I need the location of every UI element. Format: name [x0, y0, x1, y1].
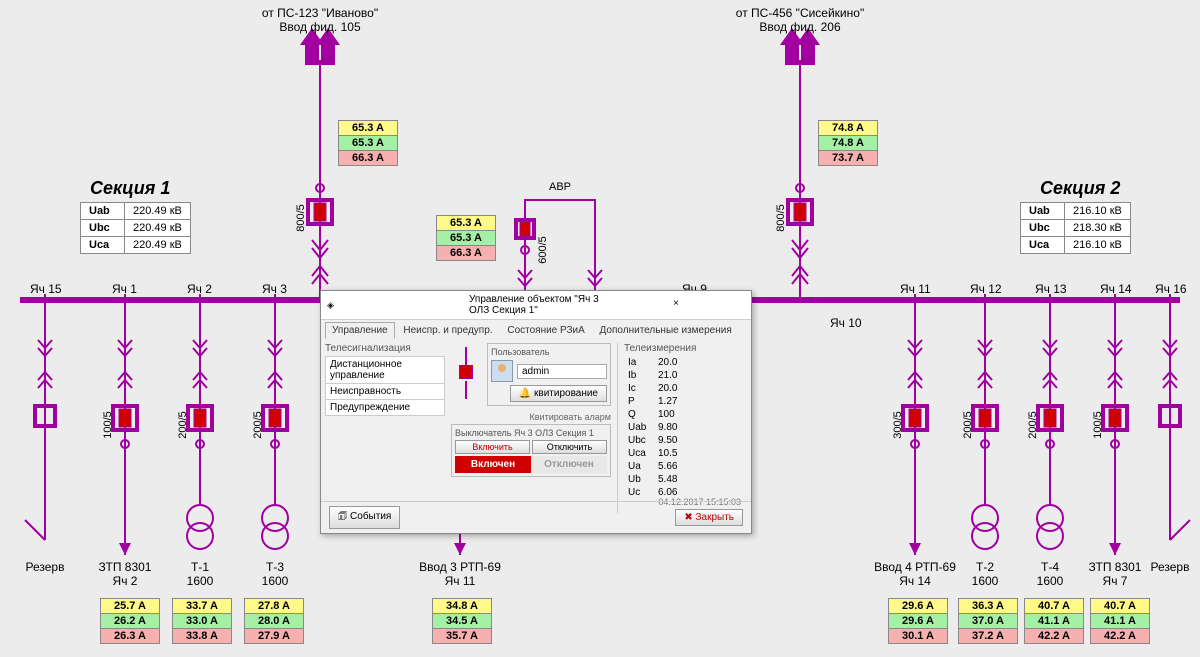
status-off: Отключен: [531, 456, 607, 473]
switch-off-button[interactable]: Отключить: [532, 440, 607, 454]
cell-11: 300/5: [892, 300, 927, 555]
svg-text:200/5: 200/5: [962, 411, 974, 439]
tm-panel: Телеизмерения Ia20.0Ib21.0Ic20.0P1.27Q10…: [617, 343, 747, 513]
user-avatar-icon: [491, 360, 513, 382]
cell3-bottom: Т-31600: [250, 560, 300, 588]
cell2-meas: 33.7 A33.0 A33.8 A: [172, 598, 232, 644]
cell-15: [25, 300, 55, 540]
ts-group-label: Телесигнализация: [325, 343, 445, 354]
section2-voltage-table: Uab216.10 кВUbc218.30 кВUca216.10 кВ: [1020, 202, 1131, 254]
cell2-label: Яч 2: [187, 282, 212, 296]
section1-title: Секция 1: [90, 178, 170, 199]
cell13-meas: 40.7 A41.1 A42.2 A: [1024, 598, 1084, 644]
breaker-symbol: [451, 347, 481, 401]
cell16-bottom: Резерв: [1145, 560, 1195, 574]
avr-meas: 65.3 A65.3 A66.3 A: [436, 215, 496, 261]
cell1-meas: 25.7 A26.2 A26.3 A: [100, 598, 160, 644]
dialog-tabs: Управление Неиспр. и предупр. Состояние …: [321, 320, 751, 339]
ct-ratio: 800/5: [295, 204, 307, 232]
tm-group-label: Телеизмерения: [624, 343, 747, 354]
cell-1: 100/5: [102, 300, 137, 555]
section1-voltage-table: Uab220.49 кВUbc220.49 кВUca220.49 кВ: [80, 202, 191, 254]
svg-text:200/5: 200/5: [177, 411, 189, 439]
incomer1-label: от ПС-123 "Иваново"Ввод фид. 105: [240, 6, 400, 34]
cell-12: 200/5: [962, 300, 998, 549]
ts-row-fault[interactable]: Неисправность: [325, 383, 445, 400]
ts-row-remote[interactable]: Дистанционное управление: [325, 356, 445, 384]
cell14-bottom: ЗТП 8301Яч 7: [1085, 560, 1145, 588]
vvod3-bottom: Ввод 3 РТП-69Яч 11: [410, 560, 510, 588]
user-name: admin: [517, 364, 607, 379]
user-label: Пользователь: [491, 347, 549, 357]
control-panel: Пользователь admin 🔔 квитирование Квитир…: [451, 343, 611, 513]
vvod3-meas: 34.8 A34.5 A35.7 A: [432, 598, 492, 644]
cell-13: 200/5: [1027, 300, 1063, 549]
svg-text:200/5: 200/5: [252, 411, 264, 439]
scada-mimic-canvas: 800/5 800/5 600/5 АВР: [0, 0, 1200, 657]
svg-text:200/5: 200/5: [1027, 411, 1039, 439]
cell10-label: Яч 10: [830, 316, 862, 330]
cell11-bottom: Ввод 4 РТП-69Яч 14: [865, 560, 965, 588]
ts-row-warn[interactable]: Предупреждение: [325, 399, 445, 416]
incomer2-label: от ПС-456 "Сисейкино"Ввод фид. 206: [700, 6, 900, 34]
close-icon[interactable]: ×: [607, 298, 745, 312]
tab-extra[interactable]: Дополнительные измерения: [594, 323, 738, 338]
app-icon: ◈: [327, 300, 465, 311]
svg-text:600/5: 600/5: [537, 236, 549, 264]
tm-table: Ia20.0Ib21.0Ic20.0P1.27Q100Uab9.80Ubc9.5…: [624, 356, 747, 499]
cell16-label: Яч 16: [1155, 282, 1187, 296]
incomer-2: 800/5: [775, 28, 820, 300]
cell1-bottom: ЗТП 8301Яч 2: [95, 560, 155, 588]
feeder-vvod3: [454, 534, 466, 555]
switch-on-button[interactable]: Включить: [455, 440, 530, 454]
close-button[interactable]: ✖ Закрыть: [675, 509, 743, 526]
cell13-label: Яч 13: [1035, 282, 1067, 296]
cell-3: 200/5: [252, 300, 288, 549]
svg-text:300/5: 300/5: [892, 411, 904, 439]
svg-text:100/5: 100/5: [102, 411, 114, 439]
cell15-bottom: Резерв: [20, 560, 70, 574]
cell12-bottom: Т-21600: [960, 560, 1010, 588]
ts-panel: Телесигнализация Дистанционное управлени…: [325, 343, 445, 513]
status-on: Включен: [455, 456, 531, 473]
cell15-label: Яч 15: [30, 282, 62, 296]
incomer1-meas: 65.3 A65.3 A66.3 A: [338, 120, 398, 166]
cell3-meas: 27.8 A28.0 A27.9 A: [244, 598, 304, 644]
cell14-label: Яч 14: [1100, 282, 1132, 296]
svg-text:100/5: 100/5: [1092, 411, 1104, 439]
ack-alarm-label: Квитировать аларм: [451, 412, 611, 422]
svg-text:АВР: АВР: [549, 181, 571, 193]
cell-2: 200/5: [177, 300, 213, 549]
cell1-label: Яч 1: [112, 282, 137, 296]
cell13-bottom: Т-41600: [1025, 560, 1075, 588]
cell-16: [1160, 300, 1190, 540]
cell12-label: Яч 12: [970, 282, 1002, 296]
cell11-meas: 29.6 A29.6 A30.1 A: [888, 598, 948, 644]
cell2-bottom: Т-11600: [175, 560, 225, 588]
cell12-meas: 36.3 A37.0 A37.2 A: [958, 598, 1018, 644]
tab-control[interactable]: Управление: [325, 322, 395, 339]
switch-title: Выключатель Яч 3 ОЛЗ Секция 1: [455, 428, 607, 438]
dialog-title-text: Управление объектом "Яч 3 ОЛЗ Секция 1": [469, 294, 607, 316]
cell-14: 100/5: [1092, 300, 1127, 555]
events-button[interactable]: 🗊 События: [329, 506, 400, 529]
cell14-meas: 40.7 A41.1 A42.2 A: [1090, 598, 1150, 644]
avr-coupler: 600/5 АВР: [516, 181, 602, 300]
tab-rza[interactable]: Состояние РЗиА: [501, 323, 590, 338]
control-dialog: ◈ Управление объектом "Яч 3 ОЛЗ Секция 1…: [320, 290, 752, 534]
section2-title: Секция 2: [1040, 178, 1120, 199]
incomer2-meas: 74.8 A74.8 A73.7 A: [818, 120, 878, 166]
svg-text:800/5: 800/5: [775, 204, 787, 232]
cell3-label: Яч 3: [262, 282, 287, 296]
tab-faults[interactable]: Неиспр. и предупр.: [397, 323, 498, 338]
dialog-titlebar[interactable]: ◈ Управление объектом "Яч 3 ОЛЗ Секция 1…: [321, 291, 751, 320]
incomer-1: 800/5: [295, 28, 340, 300]
ack-button[interactable]: 🔔 квитирование: [510, 385, 607, 402]
cell11-label: Яч 11: [900, 282, 931, 296]
